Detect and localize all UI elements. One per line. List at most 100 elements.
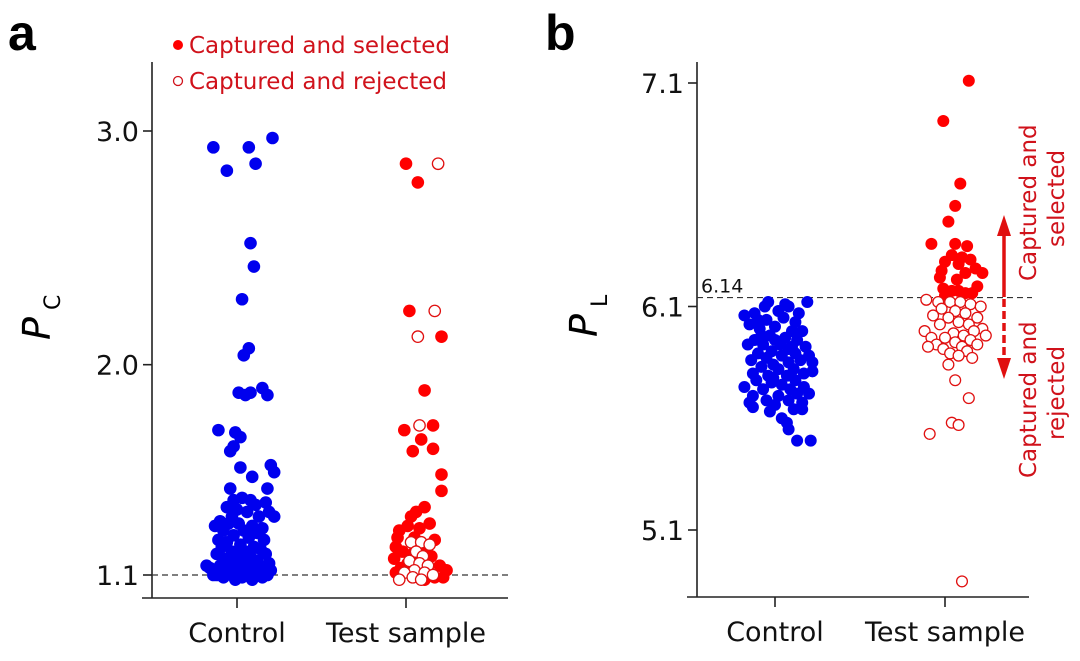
data-point <box>245 573 259 586</box>
data-point <box>234 430 247 444</box>
data-point <box>949 237 962 250</box>
y-axis-label-subscript: C <box>41 295 66 310</box>
data-point <box>738 380 751 393</box>
y-tick-label: 1.1 <box>96 561 139 592</box>
data-point-open <box>423 538 437 551</box>
data-point <box>745 354 758 367</box>
data-point-open <box>974 300 987 313</box>
data-point <box>949 199 962 212</box>
data-point <box>964 253 977 266</box>
panel-a-label: a <box>8 5 37 61</box>
data-point <box>950 273 963 286</box>
data-point <box>782 423 795 436</box>
data-point <box>244 236 257 250</box>
data-point-open <box>955 575 969 588</box>
points-layer <box>200 131 453 587</box>
data-point <box>803 387 815 400</box>
data-point-open <box>411 330 425 343</box>
data-point <box>741 338 754 351</box>
data-point <box>403 304 416 318</box>
data-point <box>796 325 809 338</box>
axes: 5.1 6.1 7.1 Control Test sample 6.14 <box>641 62 1032 648</box>
legend: Captured and selected Captured and rejec… <box>172 33 450 95</box>
data-point <box>252 510 266 523</box>
data-point-open <box>392 573 406 587</box>
panel-a: a Captured and selected Captured and rej… <box>8 5 508 649</box>
data-point <box>763 405 776 418</box>
data-point <box>217 524 230 537</box>
y-tick-label: 2.0 <box>96 351 139 382</box>
data-point <box>387 552 401 565</box>
data-point <box>436 571 450 584</box>
legend-open-marker <box>172 75 184 87</box>
points-layer <box>738 74 992 588</box>
data-point <box>406 444 420 458</box>
x-tick-label: Test sample <box>864 617 1025 648</box>
data-point <box>261 568 274 582</box>
data-point-open <box>942 358 955 371</box>
data-point <box>801 296 814 309</box>
arrow-down-head <box>997 358 1011 379</box>
data-point <box>937 114 950 127</box>
annotation-selected: Captured and selected <box>1016 124 1070 281</box>
x-tick-label: Control <box>188 618 286 649</box>
data-point-open <box>971 338 984 351</box>
data-point <box>244 386 257 400</box>
data-point <box>755 329 768 342</box>
data-point-open <box>952 349 965 362</box>
data-point-open <box>962 392 975 405</box>
data-point <box>755 360 768 373</box>
data-point <box>954 177 967 190</box>
data-point-open <box>952 418 965 432</box>
y-tick-label: 6.1 <box>641 293 684 324</box>
annotation-selected-line1: Captured and <box>1016 124 1042 281</box>
data-point <box>952 258 965 271</box>
data-point <box>758 300 771 313</box>
annotation-selected-line2: selected <box>1044 150 1070 247</box>
data-point <box>413 521 426 535</box>
data-point <box>779 298 792 311</box>
data-point <box>787 403 800 416</box>
data-point <box>750 374 763 387</box>
data-point <box>794 354 807 367</box>
y-axis-label: P C <box>15 295 66 340</box>
data-point <box>267 510 281 523</box>
data-point <box>760 313 773 326</box>
data-point-open <box>933 318 946 331</box>
data-point <box>789 374 802 387</box>
data-point <box>769 334 781 347</box>
data-point-open <box>952 316 965 329</box>
data-point <box>961 240 974 253</box>
data-point <box>966 287 979 300</box>
data-point <box>769 320 781 333</box>
annotation-rejected-line1: Captured and <box>1016 321 1042 478</box>
y-tick-label: 3.0 <box>96 117 139 148</box>
data-point <box>391 531 404 544</box>
data-point <box>249 157 262 171</box>
data-point <box>804 434 817 447</box>
data-point-open <box>920 293 933 306</box>
data-point <box>418 384 431 397</box>
data-point <box>207 141 220 154</box>
panel-b-label: b <box>545 5 576 61</box>
data-point <box>791 434 804 447</box>
data-point <box>399 157 413 171</box>
data-point <box>806 365 819 378</box>
data-point-open <box>971 311 984 324</box>
data-point <box>752 313 764 326</box>
data-point-open <box>935 302 948 315</box>
x-tick-label: Control <box>726 617 824 648</box>
data-point <box>426 442 440 456</box>
data-point-open <box>426 568 440 582</box>
data-point <box>791 387 804 400</box>
data-point <box>757 338 770 351</box>
legend-label-selected: Captured and selected <box>189 33 450 59</box>
data-point-open <box>979 329 992 342</box>
y-tick-label: 5.1 <box>641 516 684 547</box>
data-point <box>247 260 261 273</box>
data-point <box>212 423 225 437</box>
arrow-up-head <box>997 215 1011 236</box>
data-point <box>220 164 234 178</box>
data-point <box>746 401 759 414</box>
